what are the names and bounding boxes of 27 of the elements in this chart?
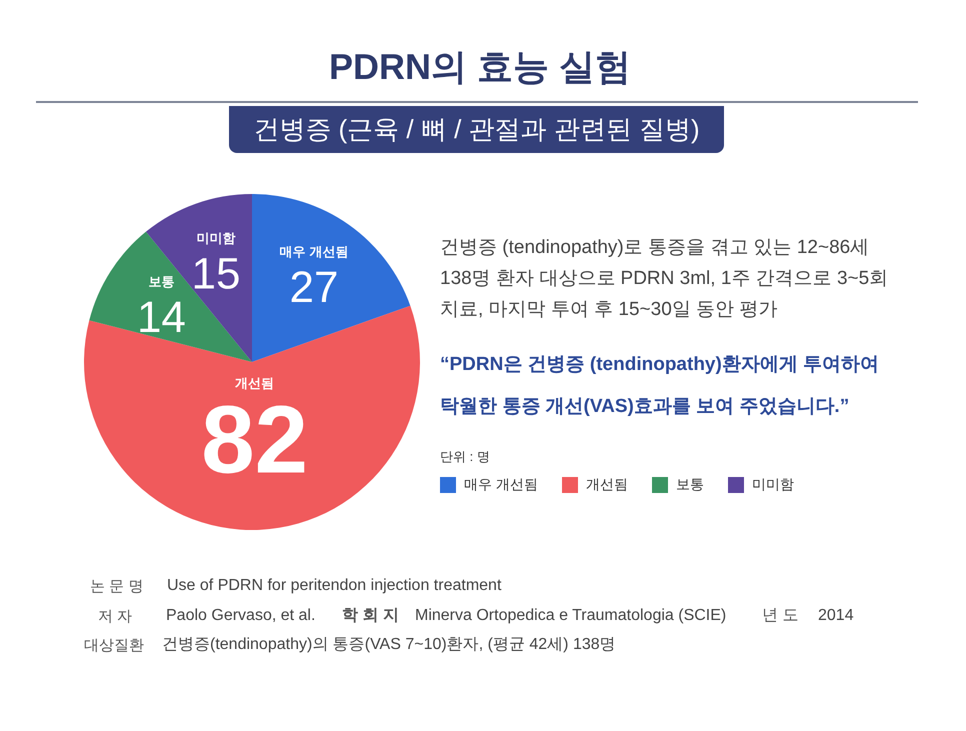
text: 2014 (818, 606, 854, 626)
legend-label: 보통 (676, 476, 704, 494)
text: 대상질환 (84, 636, 144, 655)
pie-slice (89, 232, 252, 362)
text: 년 도 (762, 606, 798, 626)
slice-label: 매우 개선됨 (280, 244, 348, 260)
text: 저 자 (98, 607, 132, 626)
text: 건병증 (tendinopathy)로 통증을 겪고 있는 12~86세 138명 환자 대상으로 PDRN 3ml, 1주 간격으로 3~5회 치료, 마지막 투여 후 15~30일 동안 평가 (440, 236, 888, 322)
text: 건병증(tendinopathy)의 통증(VAS 7~10)환자, (평균 42세) 138명 (162, 635, 616, 655)
text: 단위 : 명 (440, 449, 490, 465)
chart-title: PDRN의 효능 실험 (328, 45, 632, 89)
data-label: 15 (192, 250, 240, 299)
pie-slice (252, 194, 410, 362)
slice-label: 보통 (148, 274, 174, 290)
slice-label: 미미함 (196, 230, 236, 246)
text: Use of PDRN for peritendon injection treatment (167, 576, 502, 596)
legend-label: 개선됨 (586, 476, 628, 494)
text: Paolo Gervaso, et al. (166, 606, 316, 626)
legend-label: 매우 개선됨 (464, 476, 538, 494)
text: 논 문 명 (90, 577, 144, 596)
text: 학 회 지 (342, 606, 399, 626)
chart-subtitle: 건병증 (근육 / 뼈 / 관절과 관련된 질병) (229, 106, 724, 153)
data-label: 27 (290, 263, 338, 312)
legend-label: 미미함 (752, 476, 794, 494)
text: Minerva Ortopedica e Traumatologia (SCIE) (415, 606, 726, 626)
text: “PDRN은 건병증 (tendinopathy)환자에게 투여하여 탁월한 통증 개선(VAS)효과를 보여 주었습니다.” (440, 353, 880, 419)
data-label: 14 (136, 293, 186, 342)
